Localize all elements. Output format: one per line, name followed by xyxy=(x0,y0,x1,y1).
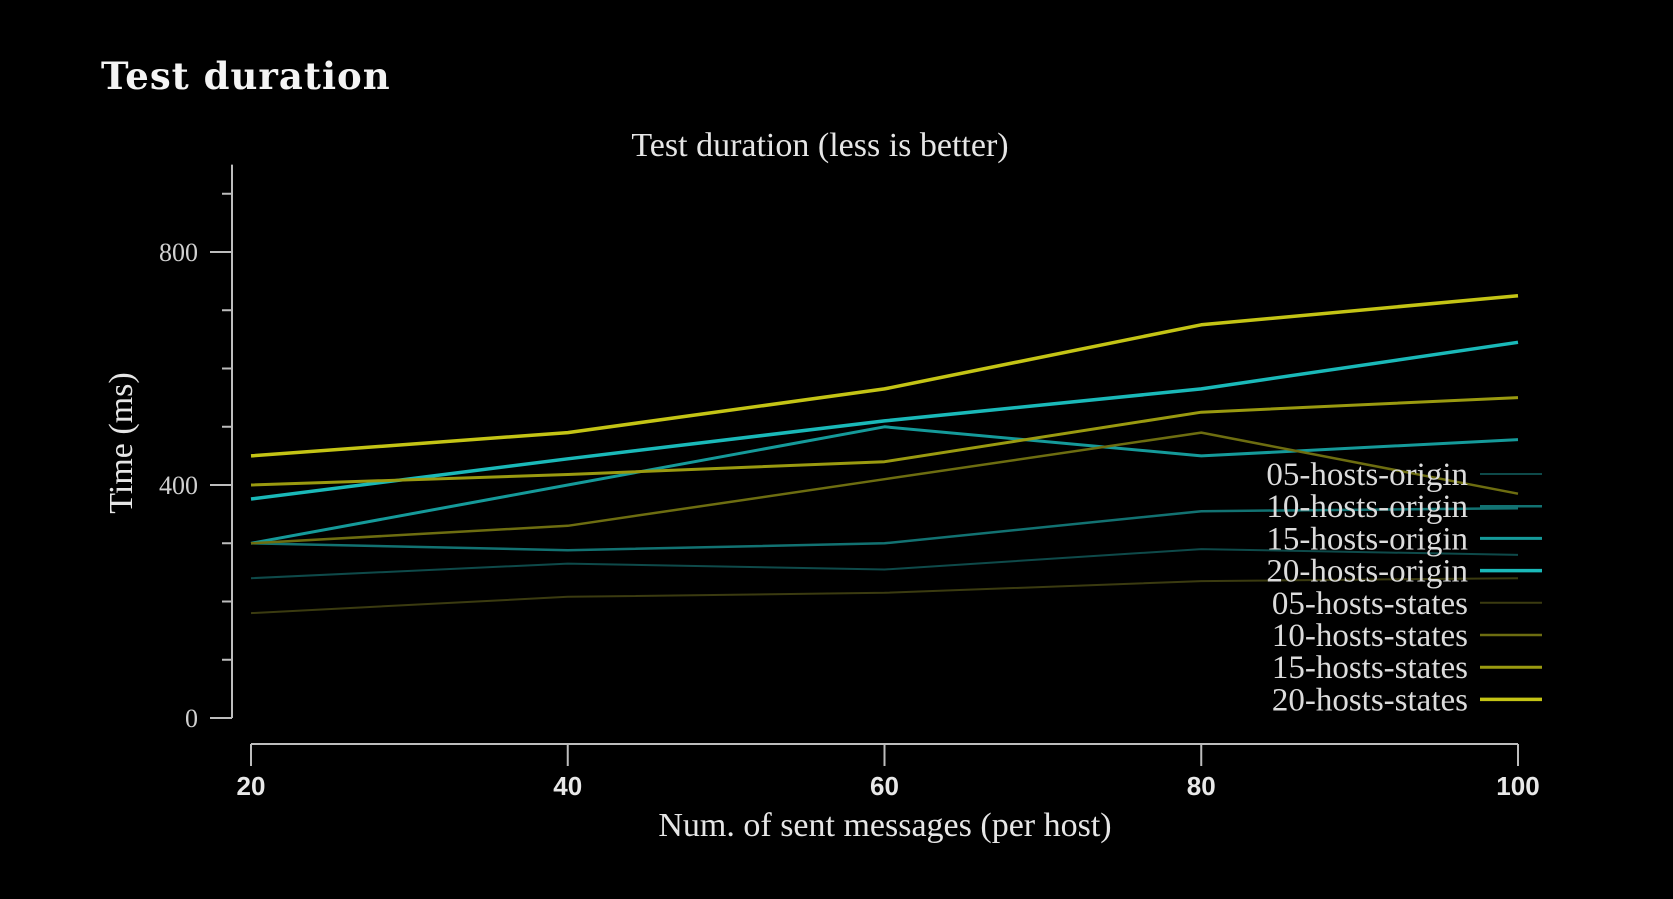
legend-label: 05-hosts-states xyxy=(1272,586,1468,622)
y-tick-label: 0 xyxy=(185,704,198,733)
series-line-20-hosts-states xyxy=(250,293,1519,458)
x-tick-label: 100 xyxy=(1496,771,1539,801)
legend-label: 05-hosts-origin xyxy=(1266,457,1468,493)
legend-label: 15-hosts-origin xyxy=(1266,521,1468,557)
legend-label: 15-hosts-states xyxy=(1272,650,1468,686)
legend-label: 20-hosts-states xyxy=(1272,682,1468,718)
x-tick-label: 20 xyxy=(237,771,266,801)
page-heading: Test duration xyxy=(101,54,391,98)
series-line-05-hosts-origin xyxy=(250,548,1519,580)
legend-label: 10-hosts-origin xyxy=(1266,489,1468,525)
y-axis-label: Time (ms) xyxy=(103,372,140,513)
series-line-20-hosts-origin xyxy=(250,340,1519,501)
series-layer xyxy=(250,293,1519,615)
axes: 0 400 800 20 40 60 80 100 xyxy=(159,164,1540,801)
x-tick-label: 40 xyxy=(553,771,582,801)
legend: 05-hosts-origin10-hosts-origin15-hosts-o… xyxy=(1266,457,1542,718)
series-line-15-hosts-states xyxy=(250,396,1519,487)
x-axis-label: Num. of sent messages (per host) xyxy=(658,807,1111,844)
series-line-05-hosts-states xyxy=(250,577,1519,615)
series-line-10-hosts-origin xyxy=(250,507,1519,552)
series-line-10-hosts-states xyxy=(250,431,1519,545)
y-tick-label: 400 xyxy=(159,471,198,500)
legend-label: 10-hosts-states xyxy=(1272,618,1468,654)
y-tick-label: 800 xyxy=(159,238,198,267)
x-tick-label: 80 xyxy=(1187,771,1216,801)
chart-title: Test duration (less is better) xyxy=(631,127,1008,164)
x-tick-label: 60 xyxy=(870,771,899,801)
series-line-15-hosts-origin xyxy=(250,425,1519,545)
legend-label: 20-hosts-origin xyxy=(1266,554,1468,590)
